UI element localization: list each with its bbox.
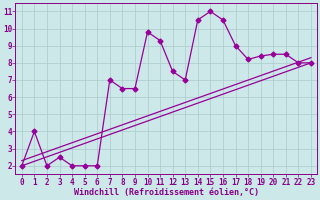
X-axis label: Windchill (Refroidissement éolien,°C): Windchill (Refroidissement éolien,°C) <box>74 188 259 197</box>
